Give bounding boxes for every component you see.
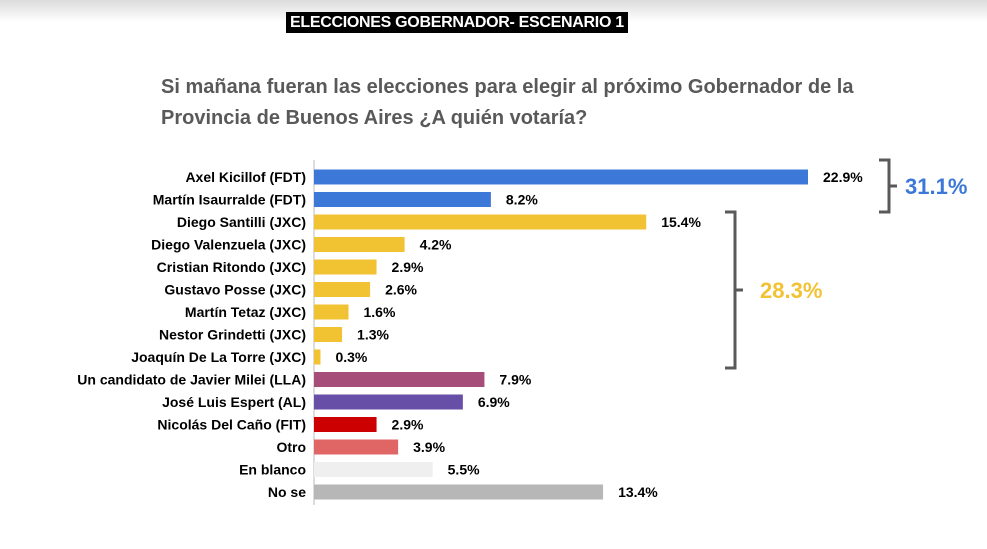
category-label: Gustavo Posse (JXC) xyxy=(164,282,306,298)
category-label: Diego Valenzuela (JXC) xyxy=(151,237,306,253)
category-label: Martín Tetaz (JXC) xyxy=(185,304,306,320)
category-label: No se xyxy=(268,484,306,500)
value-label: 15.4% xyxy=(661,214,701,230)
bar xyxy=(314,169,808,185)
category-label: Nestor Grindetti (JXC) xyxy=(159,327,306,343)
value-label: 8.2% xyxy=(506,192,538,208)
bar xyxy=(314,439,399,455)
bar xyxy=(314,417,377,432)
value-label: 22.9% xyxy=(823,169,863,185)
value-label: 1.6% xyxy=(364,304,396,320)
category-label: Martín Isaurralde (FDT) xyxy=(153,192,306,208)
group-total-jxc: 28.3% xyxy=(760,278,822,303)
value-label: 5.5% xyxy=(448,462,480,478)
category-label: En blanco xyxy=(239,462,306,478)
header-title: ELECCIONES GOBERNADOR- ESCENARIO 1 xyxy=(286,12,628,33)
bracket-jxc xyxy=(725,210,743,370)
value-label: 13.4% xyxy=(618,484,658,500)
value-label: 0.3% xyxy=(335,349,367,365)
value-label: 1.3% xyxy=(357,327,389,343)
bar xyxy=(314,462,433,477)
value-label: 2.9% xyxy=(392,417,424,433)
bar xyxy=(314,192,491,207)
category-label: Cristian Ritondo (JXC) xyxy=(157,259,306,275)
value-label: 2.9% xyxy=(392,259,424,275)
bar xyxy=(314,282,371,297)
bar xyxy=(314,259,377,275)
bar xyxy=(314,484,604,500)
value-label: 6.9% xyxy=(478,394,510,410)
category-label: Joaquín De La Torre (JXC) xyxy=(131,349,306,365)
question-text: Si mañana fueran las elecciones para ele… xyxy=(161,76,854,129)
category-label: Otro xyxy=(276,439,306,455)
bar xyxy=(314,237,405,252)
category-label: Diego Santilli (JXC) xyxy=(177,214,306,230)
bar xyxy=(314,349,321,365)
value-label: 2.6% xyxy=(385,282,417,298)
value-label: 4.2% xyxy=(420,237,452,253)
category-label: Nicolás Del Caño (FIT) xyxy=(157,417,306,433)
group-total-fdt: 31.1% xyxy=(905,174,967,199)
bar xyxy=(314,327,343,342)
top-shade xyxy=(0,0,987,22)
bar xyxy=(314,304,349,320)
bracket-fdt xyxy=(879,158,897,214)
bar xyxy=(314,214,647,230)
category-label: Un candidato de Javier Milei (LLA) xyxy=(77,372,306,388)
category-label: Axel Kicillof (FDT) xyxy=(185,169,306,185)
value-label: 3.9% xyxy=(413,439,445,455)
bar xyxy=(314,372,485,387)
value-label: 7.9% xyxy=(499,372,531,388)
category-label: José Luis Espert (AL) xyxy=(162,394,306,410)
bar xyxy=(314,394,463,410)
